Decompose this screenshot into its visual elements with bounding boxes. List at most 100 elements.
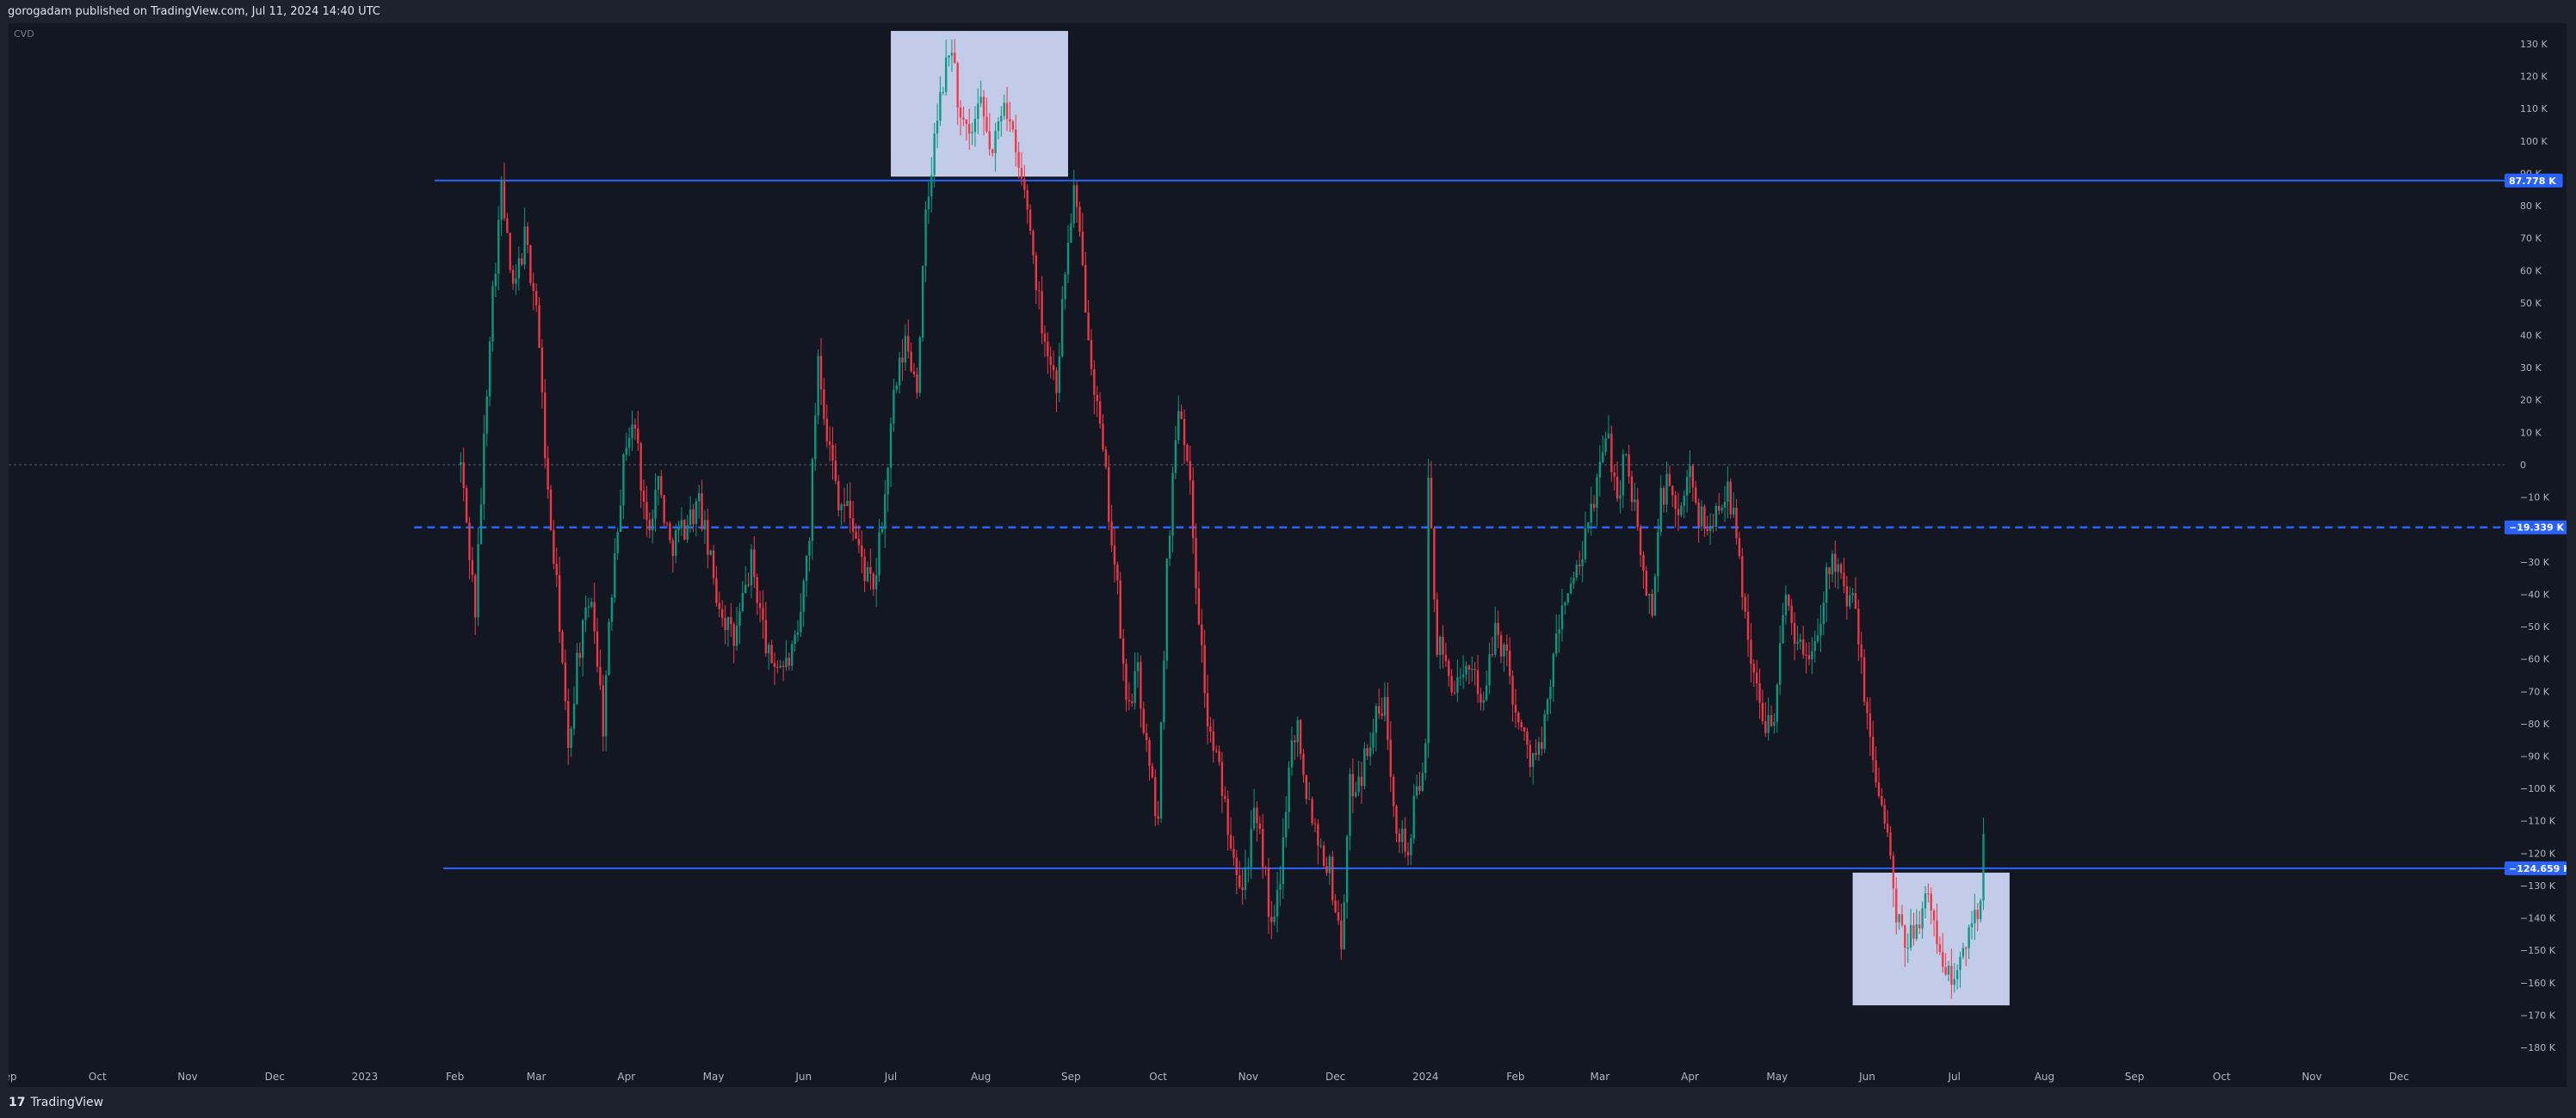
candle-body bbox=[1220, 762, 1224, 796]
candle-body bbox=[567, 701, 570, 748]
level-label-bg-1 bbox=[2505, 173, 2563, 188]
candle-body bbox=[1587, 522, 1590, 528]
candle-body bbox=[619, 505, 622, 532]
candle-body bbox=[558, 575, 561, 633]
candle-body bbox=[1256, 807, 1258, 824]
candle-body bbox=[1592, 503, 1596, 509]
candle-body bbox=[758, 602, 762, 608]
candle-body bbox=[1653, 576, 1657, 616]
publish-header: gorogadam published on TradingView.com, … bbox=[0, 0, 2576, 23]
candle-body bbox=[901, 357, 904, 363]
candle-body bbox=[1936, 920, 1938, 945]
candle-body bbox=[954, 53, 956, 64]
candle-body bbox=[1465, 665, 1467, 675]
candle-body bbox=[1052, 365, 1055, 371]
candle-body bbox=[840, 504, 843, 510]
tradingview-logo-icon[interactable]: 17 bbox=[9, 1096, 26, 1109]
candle-body bbox=[1218, 750, 1220, 763]
candle-body bbox=[1177, 411, 1180, 441]
candle-body bbox=[1334, 900, 1337, 913]
candle-body bbox=[646, 502, 648, 521]
candle-body bbox=[962, 117, 965, 120]
candle-body bbox=[1119, 580, 1121, 639]
candle-body bbox=[1976, 910, 1979, 920]
candle-body bbox=[956, 63, 959, 108]
candle-body bbox=[1180, 411, 1183, 419]
candle-body bbox=[1738, 538, 1741, 557]
candle-body bbox=[1319, 845, 1322, 847]
candle-body bbox=[1834, 553, 1837, 572]
candle-body bbox=[768, 645, 770, 654]
y-tick-label: −110 K bbox=[2520, 816, 2556, 827]
candle-body bbox=[1921, 908, 1924, 929]
candle-body bbox=[886, 467, 889, 495]
candle-body bbox=[1078, 207, 1081, 232]
price-labels: 87.778 K −19.339 K −124.659 K bbox=[2505, 173, 2575, 875]
candle-body bbox=[1813, 641, 1816, 652]
candle-body bbox=[1727, 481, 1729, 502]
candle-body bbox=[1480, 694, 1482, 703]
candle-body bbox=[1072, 185, 1075, 224]
x-tick-label: 2023 bbox=[352, 1071, 379, 1083]
candle-body bbox=[982, 96, 985, 117]
candle-body bbox=[930, 175, 933, 197]
candle-body bbox=[1532, 753, 1535, 768]
candle-body bbox=[1438, 636, 1442, 655]
x-tick-label: Sep bbox=[2125, 1071, 2145, 1083]
candle-body bbox=[564, 662, 567, 701]
candle-body bbox=[1026, 189, 1029, 210]
candle-body bbox=[756, 577, 758, 603]
candle-body bbox=[1081, 232, 1084, 266]
candle-body bbox=[968, 123, 971, 134]
candle-body bbox=[794, 634, 796, 645]
candle-body bbox=[1889, 832, 1892, 856]
candle-body bbox=[1708, 526, 1712, 532]
candle-body bbox=[1549, 687, 1552, 700]
candle-body bbox=[1444, 654, 1448, 661]
candle-body bbox=[465, 488, 468, 522]
candle-body bbox=[1955, 970, 1959, 979]
candle-body bbox=[1201, 624, 1203, 645]
candle-body bbox=[1163, 660, 1165, 723]
candle-body bbox=[1134, 670, 1136, 703]
candle-body bbox=[779, 665, 781, 668]
footer-brand[interactable]: TradingView bbox=[30, 1096, 104, 1109]
candle-body bbox=[1819, 624, 1822, 636]
candle-body bbox=[802, 581, 805, 612]
candle-body bbox=[529, 244, 532, 283]
candle-body bbox=[707, 520, 709, 555]
candle-body bbox=[1860, 644, 1863, 658]
candle-body bbox=[1615, 476, 1619, 499]
candle-body bbox=[1096, 394, 1098, 402]
x-axis[interactable]: ep Oct Nov Dec 2023 Feb Mar Apr May Jun Jul Aug Sep O… bbox=[4, 1071, 2409, 1083]
candle-body bbox=[581, 620, 584, 658]
candle-body bbox=[973, 119, 977, 133]
candle-body bbox=[1322, 845, 1325, 867]
y-tick-label: −180 K bbox=[2520, 1042, 2556, 1053]
candle-body bbox=[616, 531, 619, 553]
candle-body bbox=[1950, 966, 1953, 985]
candle-body bbox=[857, 539, 861, 546]
candle-body bbox=[971, 132, 973, 134]
candle-body bbox=[1299, 720, 1302, 754]
publish-line: gorogadam published on TradingView.com, … bbox=[8, 5, 380, 18]
candle-body bbox=[823, 389, 825, 419]
candle-body bbox=[1003, 102, 1005, 116]
x-tick-label: Jul bbox=[1948, 1071, 1961, 1083]
candle-body bbox=[1290, 740, 1294, 768]
candle-body bbox=[561, 632, 564, 663]
candle-body bbox=[1075, 185, 1078, 207]
x-tick-label: Dec bbox=[2389, 1071, 2409, 1083]
candle-body bbox=[509, 232, 511, 270]
candle-body bbox=[1761, 702, 1764, 721]
candle-body bbox=[468, 522, 471, 560]
y-tick-label: −70 K bbox=[2520, 686, 2550, 697]
candle-body bbox=[1843, 572, 1845, 587]
candle-body bbox=[1453, 692, 1456, 694]
candle-body bbox=[1151, 765, 1154, 778]
candle-body bbox=[1831, 553, 1834, 575]
candle-body bbox=[1744, 596, 1746, 612]
